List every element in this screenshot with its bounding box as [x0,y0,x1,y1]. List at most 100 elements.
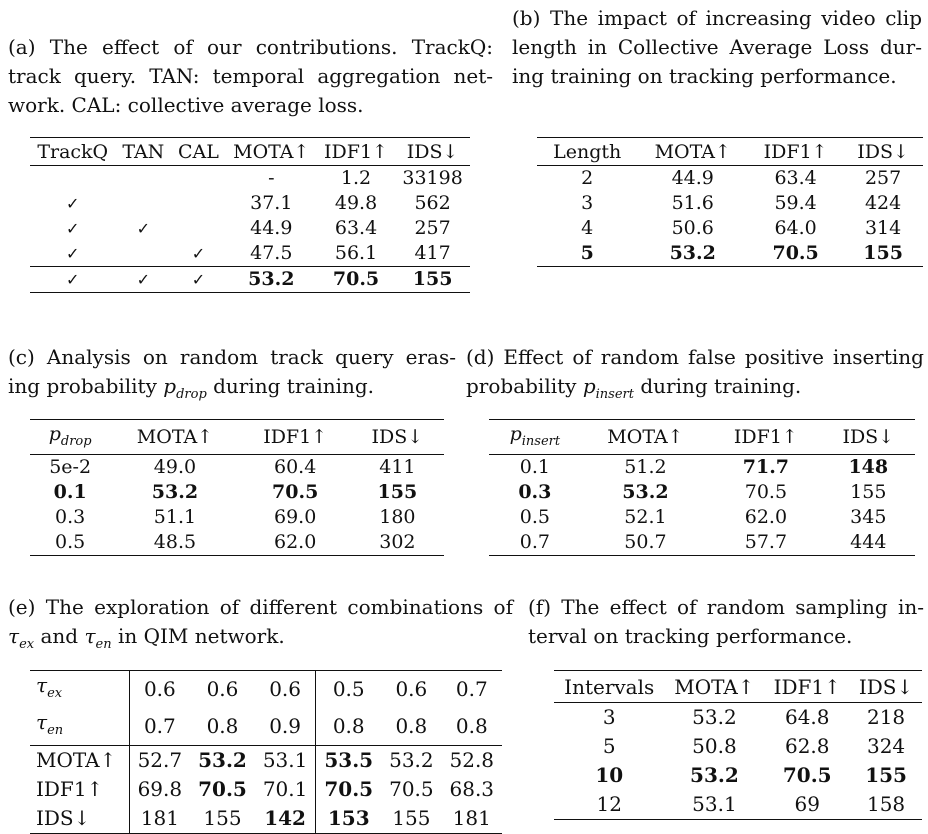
tau-sub: en [47,723,64,738]
tau-symbol: τ [36,710,48,734]
col-mota: MOTA↑ [225,137,317,166]
check-icon: ✓ [66,244,80,263]
caption-c: (c) Analysis on random track query eras-… [8,343,456,409]
cell: 47.5 [250,242,293,264]
cell: - [268,167,275,189]
cell: 69 [794,792,820,816]
caption-d-text: probability [466,374,577,398]
table-row: - 1.2 33198 [30,166,470,192]
cell: 70.5 [772,242,819,264]
caption-e-text: and [40,624,79,648]
cell: 52.8 [449,748,495,772]
cell: 53.2 [690,763,739,787]
table-row: 0.5 52.1 62.0 345 [489,505,915,530]
p-symbol: p [48,423,61,445]
cell: 142 [254,804,317,834]
cell: 155 [412,268,453,290]
cell: 0.6 [206,677,239,701]
cell: 70.5 [782,763,832,787]
cell: 53.5 [324,748,374,772]
cell: 69.0 [274,505,317,528]
p-symbol: p [509,423,522,445]
check-icon: ✓ [191,270,206,289]
col-idf1: IDF1↑ [710,419,822,455]
cell: 12 [596,792,622,816]
table-row: 12 53.1 69 158 [554,790,922,820]
cell: 53.2 [389,748,434,772]
check-icon: ✓ [66,194,80,213]
col-ids: IDS↓ [350,419,444,455]
col-intervals: Intervals [554,670,665,703]
col-mota: MOTA↑ [110,419,240,455]
cell: 69.8 [137,777,183,801]
cell: 71.7 [742,455,790,478]
table-b: Length MOTA↑ IDF1↑ IDS↓ 2 44.9 63.4 257 3 51… [537,137,923,267]
cell: 0.6 [395,677,428,701]
table-f: Intervals MOTA↑ IDF1↑ IDS↓ 3 53.2 64.8 218 … [554,670,922,820]
table-row: ✓ ✓ 47.5 56.1 417 [30,241,470,267]
cell: 155 [865,763,907,787]
mota-row: MOTA↑ 52.7 53.2 53.1 53.5 53.2 52.8 [30,745,502,775]
cell: 257 [414,217,451,239]
table-row: 0.7 50.7 57.7 444 [489,530,915,556]
cell: 44.9 [250,217,293,239]
row-label: MOTA↑ [30,745,130,775]
table-f-header: Intervals MOTA↑ IDF1↑ IDS↓ [554,670,922,703]
cell: 51.6 [671,192,714,214]
caption-f: (f) The effect of random sampling in- te… [528,593,924,651]
caption-a: (a) The effect of our contributions. Tra… [8,33,493,120]
col-trackq: TrackQ [30,137,116,166]
cell: 0.5 [519,505,550,528]
table-row: 5e-2 49.0 60.4 411 [30,454,444,480]
cell: 444 [850,530,887,553]
cell [171,191,226,216]
cell: 0.5 [332,677,365,701]
cell: 59.4 [774,192,817,214]
ids-row: IDS↓ 181 155 142 153 155 181 [30,804,502,834]
table-row: 5 50.8 62.8 324 [554,732,922,761]
cell: 33198 [402,167,463,189]
col-mota: MOTA↑ [637,137,749,166]
col-ids: IDS↓ [395,137,470,166]
table-row: 0.5 48.5 62.0 302 [30,530,444,556]
table-d-header: pinsert MOTA↑ IDF1↑ IDS↓ [489,419,915,455]
col-idf1: IDF1↑ [764,670,851,703]
cell: 53.2 [692,705,737,729]
col-mota: MOTA↑ [580,419,711,455]
cell: 50.6 [671,217,714,239]
table-row: ✓ ✓ 44.9 63.4 257 [30,216,470,241]
cell: 0.6 [254,670,317,708]
caption-e: (e) The exploration of different combina… [8,593,513,659]
cell: 5 [602,734,616,758]
cell: 2 [581,167,594,189]
cell: 53.2 [198,748,247,772]
tau-en-symbol: τ [84,624,96,648]
col-ids: IDS↓ [843,137,923,166]
cell: 302 [379,530,416,553]
cell: 411 [379,455,416,478]
caption-e-line-2: τex and τen in QIM network. [8,622,513,659]
cell [115,191,171,216]
cell: 70.5 [332,268,380,290]
cell: 155 [377,480,418,503]
cell: 153 [327,806,370,830]
cell: 0.9 [254,708,317,746]
cell: 70.5 [389,777,434,801]
cell [115,166,171,192]
cell: 50.8 [692,734,737,758]
table-row: ✓ 37.1 49.8 562 [30,191,470,216]
col-cal: CAL [171,137,226,166]
col-p-drop: pdrop [30,419,111,455]
cell: 4 [581,217,594,239]
cell: 48.5 [153,530,197,553]
table-d: pinsert MOTA↑ IDF1↑ IDS↓ 0.1 51.2 71.7 148 … [489,419,915,556]
table-row: 0.3 53.2 70.5 155 [489,480,915,505]
row-label: τex [30,670,130,708]
cell: 53.2 [669,242,716,264]
caption-a-line-1: (a) The effect of our contributions. Tra… [8,35,493,59]
cell: 148 [848,455,889,478]
cell: 417 [414,242,451,264]
cell: 51.2 [624,455,667,478]
tau-ex-row: τex 0.6 0.6 0.6 0.5 0.6 0.7 [30,670,502,708]
caption-b-line-3: ing training on tracking performance. [512,64,897,88]
